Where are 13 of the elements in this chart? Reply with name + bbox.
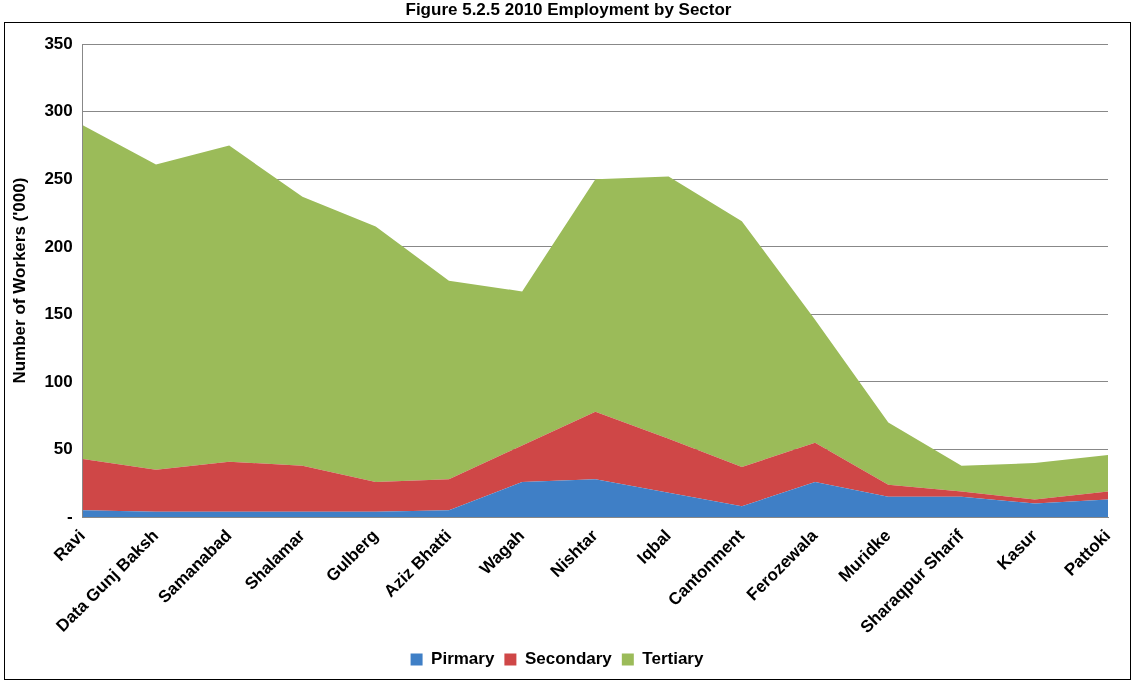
y-tick-label: 150 xyxy=(44,304,73,324)
y-tick-label: 50 xyxy=(53,439,73,459)
y-tick-label: 100 xyxy=(44,371,73,391)
y-tick-label: - xyxy=(67,506,73,526)
y-axis-title: Number of Workers ('000) xyxy=(9,177,29,384)
y-tick-label: 250 xyxy=(44,168,73,188)
y-tick-label: 350 xyxy=(44,33,73,53)
legend-label: Tertiary xyxy=(642,649,704,669)
y-tick-label: 300 xyxy=(44,101,73,121)
chart-title: Figure 5.2.5 2010 Employment by Sector xyxy=(404,0,733,20)
y-tick-label: 200 xyxy=(44,236,73,256)
legend-label: Pirmary xyxy=(431,649,495,669)
legend-label: Secondary xyxy=(524,649,613,669)
